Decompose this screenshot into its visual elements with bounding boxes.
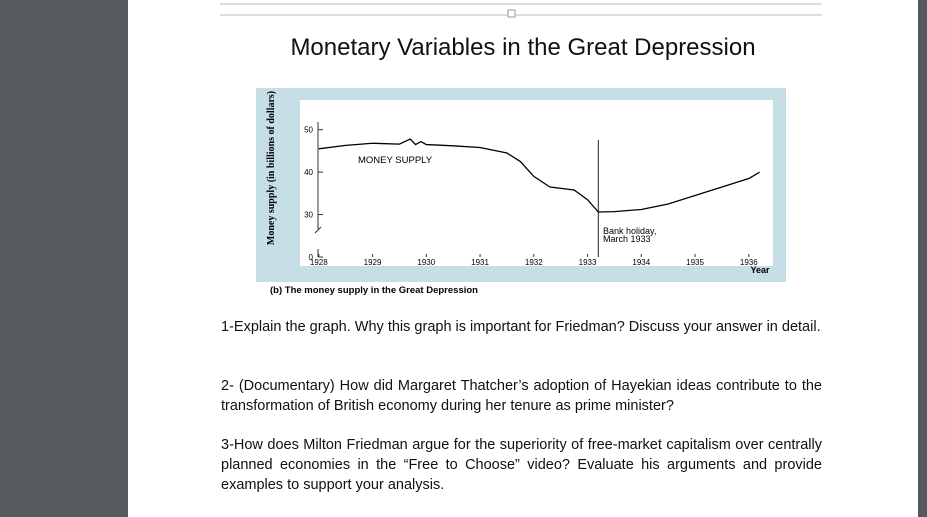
y-tick-label: 0 xyxy=(309,253,314,262)
question: 3-How does Milton Friedman argue for the… xyxy=(221,437,822,493)
ruler xyxy=(220,3,822,18)
annotation: Bank holiday, xyxy=(603,226,656,236)
axis-break xyxy=(314,226,322,257)
x-tick-label: 1929 xyxy=(364,258,382,267)
y-tick-label: 50 xyxy=(304,126,313,135)
right-panel xyxy=(918,0,927,517)
title: Monetary Variables in the Great Depressi… xyxy=(290,34,756,61)
question: 2- (Documentary) How did Margaret Thatch… xyxy=(221,378,822,414)
x-tick-label: 1936 xyxy=(740,258,758,267)
x-tick-label: 1933 xyxy=(579,258,597,267)
x-tick-label: 1935 xyxy=(686,258,704,267)
series-label: MONEY SUPPLY xyxy=(358,155,433,166)
y-label: Money supply (in billions of dollars) xyxy=(266,91,277,245)
x-tick-label: 1928 xyxy=(310,258,328,267)
x-tick-label: 1932 xyxy=(525,258,543,267)
question: 1-Explain the graph. Why this graph is i… xyxy=(221,319,821,335)
x-tick-label: 1931 xyxy=(471,258,489,267)
annotation: March 1933 xyxy=(603,234,651,244)
figure: Money supply (in billions of dollars) Ye… xyxy=(256,88,786,296)
plot-bg xyxy=(300,100,773,266)
x-label: Year xyxy=(750,265,770,275)
caption: (b) The money supply in the Great Depres… xyxy=(270,285,478,296)
left-panel xyxy=(0,0,128,517)
y-tick-label: 30 xyxy=(304,211,313,220)
y-tick-label: 40 xyxy=(304,168,313,177)
series-line xyxy=(318,138,760,213)
ruler-handle xyxy=(507,9,516,18)
x-tick-label: 1930 xyxy=(417,258,435,267)
x-tick-label: 1934 xyxy=(632,258,650,267)
